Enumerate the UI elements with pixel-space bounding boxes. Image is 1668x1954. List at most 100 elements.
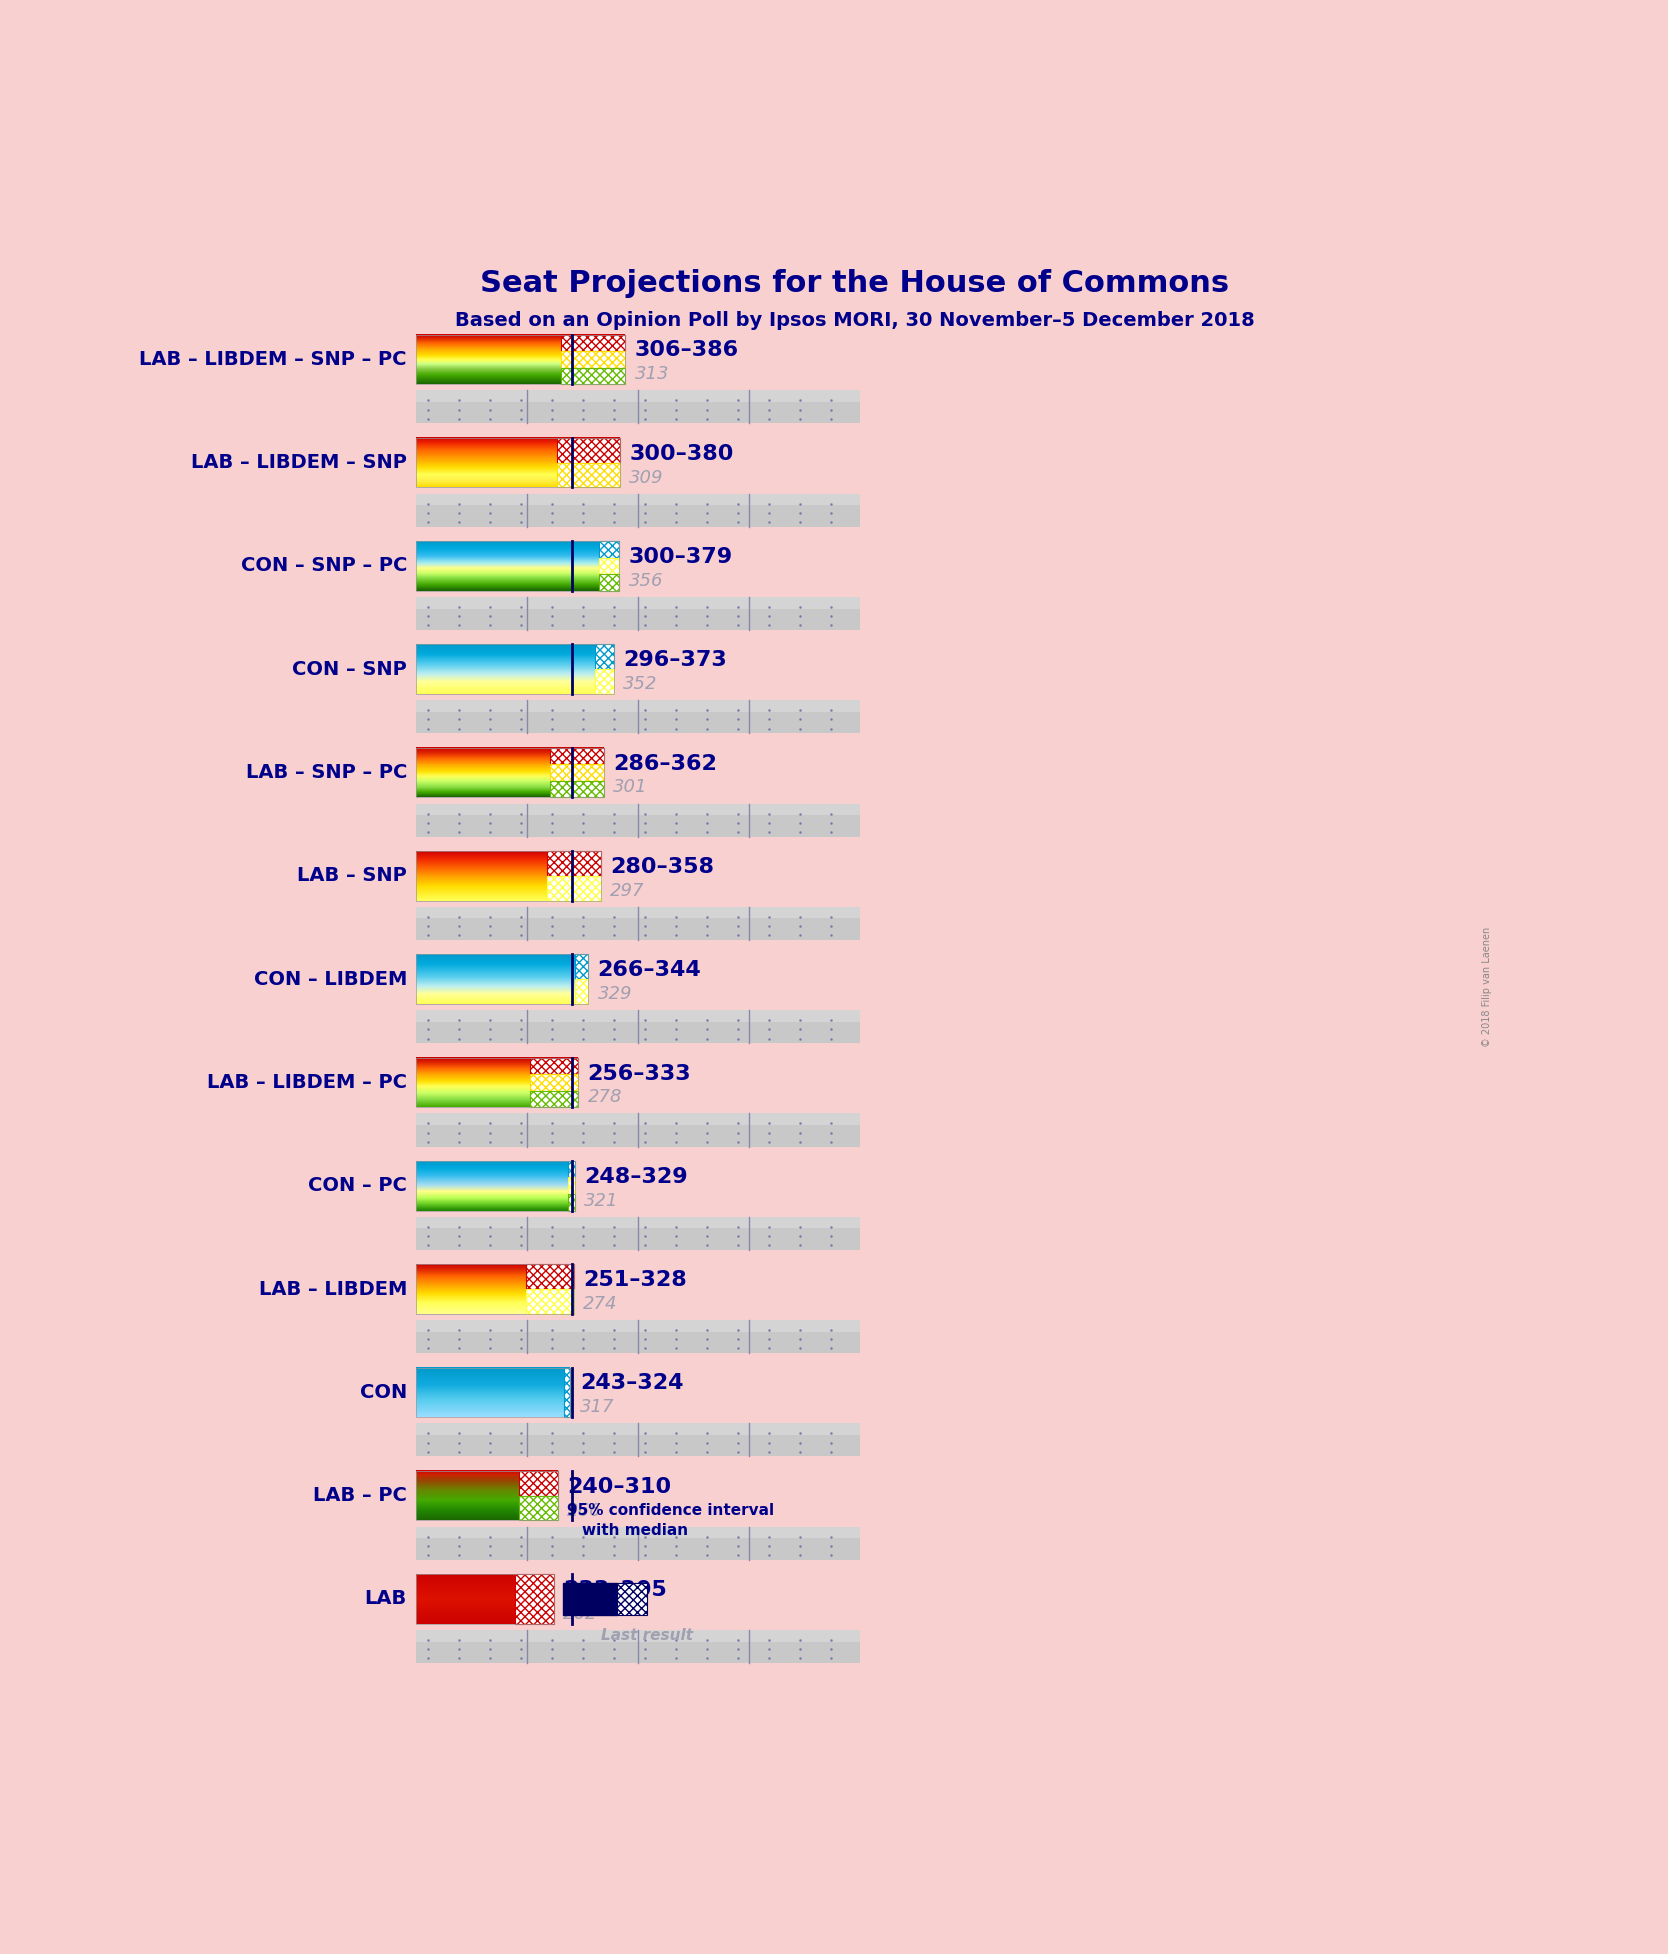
Bar xyxy=(417,1471,559,1520)
Bar xyxy=(417,1630,859,1641)
Bar xyxy=(560,334,626,352)
Text: 240–310: 240–310 xyxy=(567,1477,672,1497)
Text: CON: CON xyxy=(360,1383,407,1401)
Text: 256–333: 256–333 xyxy=(587,1063,691,1084)
Bar xyxy=(515,1575,554,1624)
Bar xyxy=(417,494,859,506)
Bar xyxy=(417,1526,859,1559)
Bar xyxy=(530,1075,579,1090)
Text: 321: 321 xyxy=(584,1192,619,1210)
Bar xyxy=(519,1495,559,1520)
Text: © 2018 Filip van Laenen: © 2018 Filip van Laenen xyxy=(1483,926,1493,1047)
Text: CON – SNP – PC: CON – SNP – PC xyxy=(240,557,407,576)
Text: 233–305: 233–305 xyxy=(562,1581,667,1600)
Bar xyxy=(564,1368,570,1417)
Text: LAB – PC: LAB – PC xyxy=(314,1487,407,1505)
Bar xyxy=(599,557,619,574)
Bar xyxy=(417,1217,859,1251)
Bar xyxy=(417,803,859,815)
Bar xyxy=(417,1526,859,1538)
Bar xyxy=(595,670,614,694)
Bar xyxy=(550,748,604,764)
Bar xyxy=(530,1090,579,1108)
Text: 297: 297 xyxy=(610,881,644,899)
Text: LAB: LAB xyxy=(365,1589,407,1608)
Bar xyxy=(417,391,859,424)
Text: 262: 262 xyxy=(562,1604,597,1624)
Bar xyxy=(417,1321,859,1331)
Bar xyxy=(562,1583,617,1616)
Bar xyxy=(595,645,614,670)
Bar xyxy=(417,852,600,901)
Text: 296–373: 296–373 xyxy=(624,651,727,670)
Bar xyxy=(417,803,859,836)
Bar xyxy=(417,700,859,733)
Bar xyxy=(547,852,600,875)
Text: LAB – SNP: LAB – SNP xyxy=(297,866,407,885)
Bar xyxy=(417,1423,859,1456)
Text: Seat Projections for the House of Commons: Seat Projections for the House of Common… xyxy=(480,270,1229,299)
Bar xyxy=(417,1114,859,1147)
Bar xyxy=(550,782,604,797)
Bar xyxy=(547,875,600,901)
Bar xyxy=(417,334,626,385)
Bar xyxy=(417,1630,859,1663)
Text: 300–380: 300–380 xyxy=(629,444,734,463)
Text: 266: 266 xyxy=(567,1501,602,1520)
Text: 274: 274 xyxy=(584,1296,617,1313)
Bar xyxy=(417,1321,859,1352)
Bar xyxy=(417,1368,570,1417)
Bar xyxy=(525,1290,574,1313)
Text: 278: 278 xyxy=(587,1088,622,1106)
Bar xyxy=(417,1010,859,1043)
Text: 243–324: 243–324 xyxy=(580,1374,684,1393)
Bar xyxy=(557,463,620,487)
Text: 95% confidence interval: 95% confidence interval xyxy=(567,1503,774,1518)
Text: CON – LIBDEM: CON – LIBDEM xyxy=(254,969,407,989)
Bar xyxy=(417,1114,859,1126)
Bar xyxy=(417,1057,579,1108)
Bar xyxy=(417,1423,859,1434)
Text: LAB – LIBDEM: LAB – LIBDEM xyxy=(259,1280,407,1299)
Bar xyxy=(525,1264,574,1290)
Bar xyxy=(417,598,859,608)
Bar xyxy=(417,1264,574,1313)
Bar xyxy=(550,764,604,782)
Bar xyxy=(417,1161,575,1211)
Bar xyxy=(417,438,620,487)
Bar xyxy=(575,979,589,1004)
Bar xyxy=(567,1161,575,1178)
Text: 309: 309 xyxy=(629,469,664,487)
Text: 301: 301 xyxy=(614,778,647,797)
Text: 356: 356 xyxy=(629,573,664,590)
Text: 300–379: 300–379 xyxy=(629,547,732,567)
Text: LAB – LIBDEM – SNP – PC: LAB – LIBDEM – SNP – PC xyxy=(140,350,407,369)
Bar xyxy=(567,1178,575,1194)
Text: 280–358: 280–358 xyxy=(610,858,714,877)
Bar xyxy=(417,907,859,918)
Text: 248–329: 248–329 xyxy=(584,1167,687,1186)
Bar xyxy=(417,1217,859,1229)
Text: 251–328: 251–328 xyxy=(584,1270,687,1290)
Text: 306–386: 306–386 xyxy=(636,340,739,360)
Text: 313: 313 xyxy=(636,365,669,383)
Bar xyxy=(417,1575,554,1624)
Bar xyxy=(557,438,620,463)
Bar xyxy=(530,1057,579,1075)
Text: CON – SNP: CON – SNP xyxy=(292,660,407,678)
Text: 266–344: 266–344 xyxy=(597,959,701,981)
Bar xyxy=(560,367,626,385)
Bar xyxy=(417,700,859,711)
Bar xyxy=(575,954,589,979)
Bar xyxy=(417,645,614,694)
Bar xyxy=(617,1583,647,1616)
Text: with median: with median xyxy=(582,1522,689,1538)
Text: LAB – SNP – PC: LAB – SNP – PC xyxy=(245,764,407,782)
Text: CON – PC: CON – PC xyxy=(309,1176,407,1196)
Bar xyxy=(417,1010,859,1022)
Bar xyxy=(417,494,859,528)
Text: 317: 317 xyxy=(580,1399,614,1417)
Bar xyxy=(567,1194,575,1211)
Bar xyxy=(599,541,619,557)
Bar xyxy=(417,391,859,403)
